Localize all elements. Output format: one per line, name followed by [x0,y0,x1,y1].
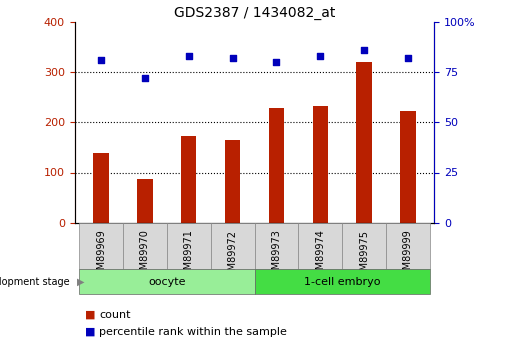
Bar [181,136,196,223]
Text: 1-cell embryo: 1-cell embryo [304,277,380,286]
Text: GSM89970: GSM89970 [140,229,150,283]
Bar [211,223,255,269]
Bar [313,107,328,223]
Text: oocyte: oocyte [148,277,185,286]
Bar [255,269,430,294]
Bar [357,62,372,223]
Bar [269,108,284,223]
Point [141,76,149,81]
Bar [93,154,109,223]
Bar [225,140,240,223]
Text: GSM89973: GSM89973 [272,229,281,283]
Text: percentile rank within the sample: percentile rank within the sample [99,327,287,337]
Text: ■: ■ [85,327,95,337]
Point [229,56,237,61]
Bar [167,223,211,269]
Text: ▶: ▶ [77,277,85,286]
Bar [79,269,255,294]
Text: GSM89975: GSM89975 [359,229,369,283]
Text: ■: ■ [85,310,95,319]
Bar [255,223,298,269]
Bar [123,223,167,269]
Point [97,58,105,63]
Bar [298,223,342,269]
Bar [79,223,123,269]
Text: GSM89972: GSM89972 [228,229,237,283]
Bar [342,223,386,269]
Point [185,54,193,59]
Text: GSM89969: GSM89969 [96,229,106,282]
Text: GSM89971: GSM89971 [184,229,194,283]
Point [272,60,280,65]
Bar [386,223,430,269]
Text: count: count [99,310,130,319]
Bar [137,178,153,223]
Point [360,48,368,53]
Text: GSM89974: GSM89974 [315,229,325,283]
Point [404,56,412,61]
Bar [400,111,416,223]
Text: GSM89999: GSM89999 [403,229,413,282]
Point [316,54,324,59]
Title: GDS2387 / 1434082_at: GDS2387 / 1434082_at [174,6,335,20]
Text: development stage: development stage [0,277,70,286]
